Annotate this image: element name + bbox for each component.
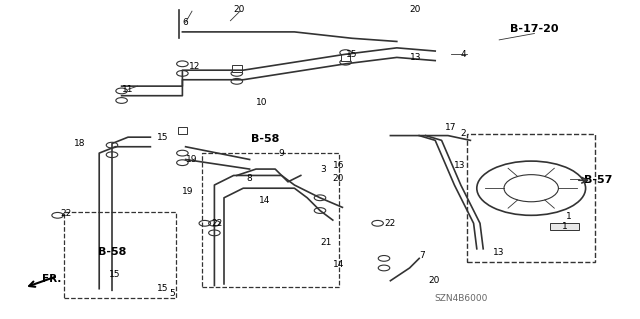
Text: 5: 5: [170, 289, 175, 298]
Text: 17: 17: [445, 123, 456, 132]
Text: SZN4B6000: SZN4B6000: [434, 294, 488, 303]
Text: 18: 18: [74, 139, 85, 148]
Text: FR.: FR.: [42, 274, 61, 284]
Text: 6: 6: [182, 18, 188, 27]
Text: B-17-20: B-17-20: [510, 24, 559, 34]
Text: 13: 13: [454, 161, 466, 170]
Text: 20: 20: [333, 174, 344, 183]
Text: 22: 22: [211, 219, 223, 228]
Text: 21: 21: [320, 238, 332, 247]
Text: 15: 15: [157, 133, 168, 142]
Text: 19: 19: [186, 155, 197, 164]
Text: 15: 15: [346, 50, 357, 59]
Text: B-57: B-57: [584, 175, 612, 185]
Bar: [177, 127, 187, 134]
Text: 22: 22: [61, 209, 72, 218]
Text: 15: 15: [109, 270, 120, 279]
Text: 4: 4: [461, 50, 467, 59]
Text: 11: 11: [122, 85, 133, 94]
Text: 22: 22: [384, 219, 396, 228]
FancyBboxPatch shape: [550, 223, 579, 230]
Text: 20: 20: [234, 5, 245, 14]
Text: 16: 16: [333, 161, 344, 170]
Text: 1: 1: [566, 212, 572, 221]
Bar: [232, 65, 242, 72]
Text: B-58: B-58: [252, 134, 280, 144]
Text: 1: 1: [562, 222, 568, 231]
Text: 3: 3: [320, 165, 326, 174]
Text: 13: 13: [493, 248, 504, 256]
Text: 20: 20: [429, 276, 440, 285]
Text: 14: 14: [333, 260, 344, 269]
Text: 8: 8: [246, 174, 252, 183]
Text: 20: 20: [410, 5, 421, 14]
Bar: [341, 54, 351, 61]
Text: B-58: B-58: [98, 247, 126, 257]
FancyBboxPatch shape: [467, 134, 595, 262]
Text: 2: 2: [461, 130, 467, 138]
Text: 13: 13: [410, 53, 421, 62]
Text: 14: 14: [259, 197, 271, 205]
Text: 9: 9: [278, 149, 284, 158]
Text: 12: 12: [189, 63, 200, 71]
Text: 15: 15: [157, 284, 168, 293]
Text: 7: 7: [419, 251, 425, 260]
Text: 19: 19: [182, 187, 194, 196]
Text: 10: 10: [256, 98, 268, 107]
